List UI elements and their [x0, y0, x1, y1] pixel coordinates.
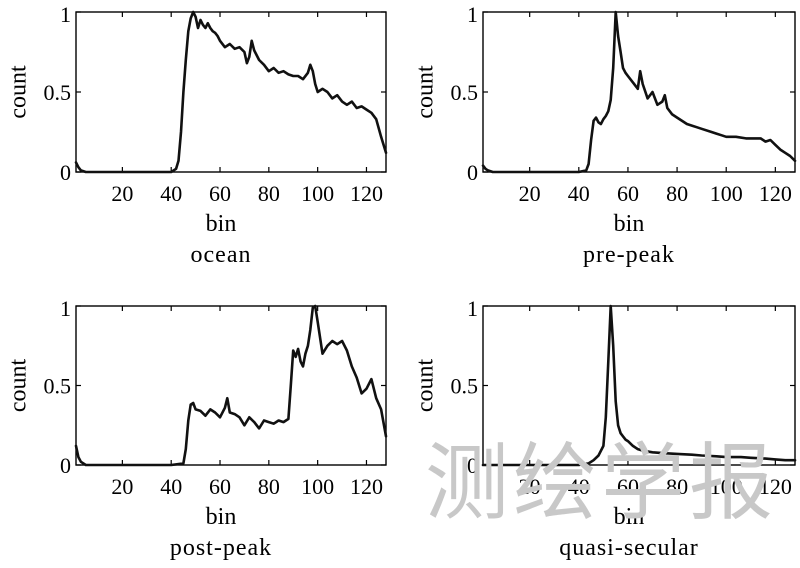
y-tick-label: 1: [60, 2, 71, 27]
x-tick-label: 20: [111, 181, 133, 206]
x-tick-label: 40: [568, 474, 590, 499]
x-tick-label: 20: [519, 474, 541, 499]
y-axis-label: count: [6, 359, 32, 413]
series-line: [74, 10, 388, 174]
y-tick-label: 1: [467, 2, 478, 27]
x-tick-label: 120: [759, 474, 792, 499]
x-tick-label: 80: [666, 474, 688, 499]
plot-frame: [75, 305, 387, 466]
y-tick-label: 0.5: [451, 374, 479, 399]
x-tick-label: 60: [617, 474, 639, 499]
x-tick-label: 80: [258, 181, 280, 206]
chart-panel-4: 20 40 60 80 100 120 0 0.5 1 bin quasi-secular count: [413, 296, 797, 561]
x-tick-label: 20: [111, 474, 133, 499]
panel-subtitle: pre-peak: [583, 242, 675, 268]
x-tick-label: 80: [258, 474, 280, 499]
y-tick-label: 0: [467, 453, 478, 478]
y-tick-label: 0: [60, 453, 71, 478]
x-tick-label: 60: [209, 474, 231, 499]
x-tick-label: 40: [160, 474, 182, 499]
x-tick-label: 100: [710, 181, 743, 206]
x-tick-label: 40: [568, 181, 590, 206]
panel-subtitle: ocean: [191, 242, 252, 268]
chart-panel-2: 20 40 60 80 100 120 0 0.5 1 bin pre-peak count: [413, 2, 797, 268]
series-line: [481, 304, 797, 467]
panel-subtitle: quasi-secular: [559, 535, 699, 561]
x-tick-label: 20: [519, 181, 541, 206]
x-tick-label: 40: [160, 181, 182, 206]
x-axis-label: bin: [614, 211, 645, 237]
x-tick-label: 100: [710, 474, 743, 499]
x-tick-label: 60: [209, 181, 231, 206]
y-tick-label: 1: [60, 296, 71, 321]
series-line: [74, 304, 388, 467]
x-tick-label: 100: [301, 181, 334, 206]
y-axis-label: count: [413, 359, 439, 413]
y-tick-label: 0: [467, 160, 478, 185]
x-axis-label: bin: [206, 504, 237, 530]
y-tick-label: 0.5: [451, 80, 479, 105]
plot-frame: [482, 305, 796, 466]
plot-frame: [75, 11, 387, 173]
x-tick-label: 120: [759, 181, 792, 206]
x-axis-label: bin: [614, 504, 645, 530]
x-tick-label: 120: [350, 474, 383, 499]
x-axis-label: bin: [206, 211, 237, 237]
y-axis-label: count: [413, 65, 439, 119]
chart-panel-3: 20 40 60 80 100 120 0 0.5 1 bin post-peak count: [6, 296, 388, 561]
y-tick-label: 0.5: [44, 80, 72, 105]
x-tick-label: 120: [350, 181, 383, 206]
series-line: [481, 10, 797, 174]
plot-frame: [482, 11, 796, 173]
x-tick-label: 80: [666, 181, 688, 206]
panel-subtitle: post-peak: [170, 535, 272, 561]
y-tick-label: 0.5: [44, 374, 72, 399]
y-axis-label: count: [6, 65, 32, 119]
y-tick-label: 0: [60, 160, 71, 185]
x-tick-label: 100: [301, 474, 334, 499]
y-tick-label: 1: [467, 296, 478, 321]
x-tick-label: 60: [617, 181, 639, 206]
chart-panel-1: 20 40 60 80 100 120 0 0.5 1 bin ocean count: [6, 2, 388, 268]
